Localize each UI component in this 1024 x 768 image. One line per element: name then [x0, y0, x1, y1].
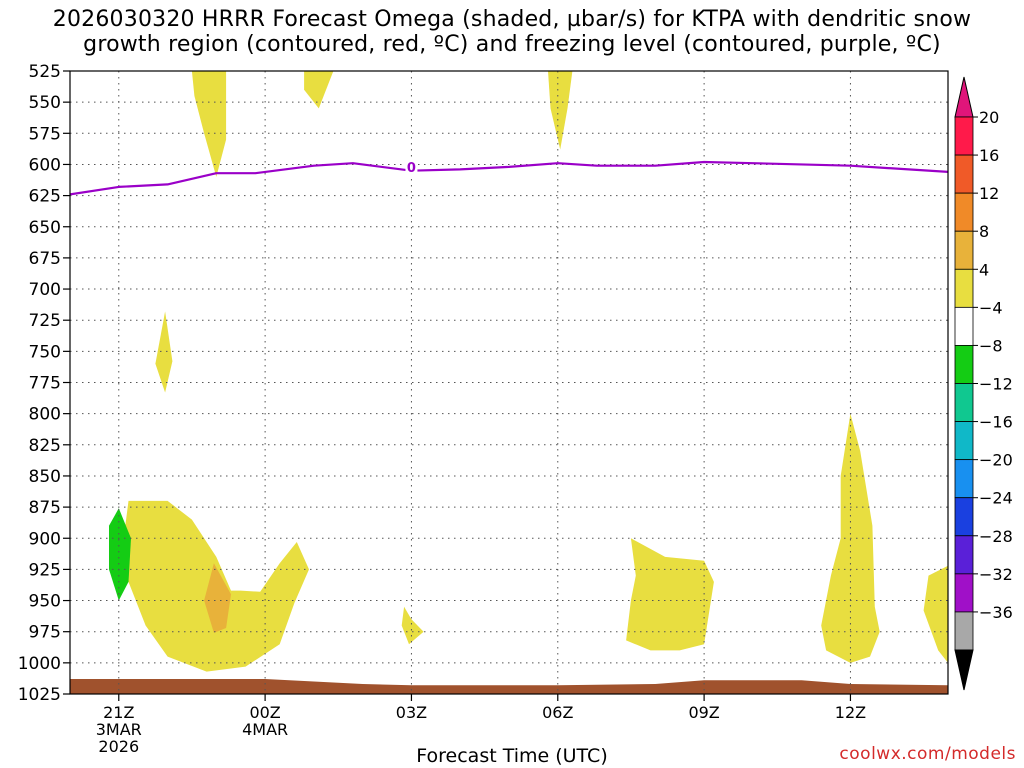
- y-tick-label-575: 575: [29, 124, 61, 144]
- colorbar-top-arrow: [954, 76, 974, 118]
- y-tick-label-775: 775: [29, 374, 61, 394]
- x-tick-label-21Z-1: 21Z: [103, 703, 134, 722]
- colorbar-label-13: −32: [979, 565, 1013, 584]
- omega-region-4: [155, 311, 173, 393]
- colorbar-label-1: 20: [979, 108, 999, 127]
- colorbar-swatch-13: [954, 573, 974, 613]
- y-tick-label-825: 825: [29, 436, 61, 456]
- colorbar-label-2: 16: [979, 146, 999, 165]
- y-tick-label-725: 725: [29, 311, 61, 331]
- y-tick-label-950: 950: [29, 592, 61, 612]
- colorbar-label-6: −4: [979, 298, 1003, 317]
- freezing-level-label-bg: [405, 158, 418, 175]
- x-tick-label-06Z-1: 06Z: [542, 703, 573, 722]
- y-tick-label-900: 900: [29, 529, 61, 549]
- omega-region-6: [204, 563, 231, 633]
- terrain-layer: [70, 679, 948, 694]
- colorbar-swatch-8: [954, 383, 974, 422]
- y-tick-label-1025: 1025: [18, 685, 61, 705]
- omega-region-9: [626, 538, 714, 651]
- colorbar-label-8: −12: [979, 375, 1013, 394]
- colorbar-swatch-11: [954, 497, 974, 537]
- omega-region-8: [401, 606, 424, 645]
- y-tick-label-1000: 1000: [18, 654, 61, 674]
- colorbar-label-3: 12: [979, 184, 999, 203]
- x-tick-label-09Z-1: 09Z: [688, 703, 719, 722]
- colorbar-swatch-1: [954, 116, 974, 156]
- terrain-ground: [70, 679, 948, 694]
- y-tick-label-675: 675: [29, 249, 61, 269]
- y-tick-label-600: 600: [29, 155, 61, 175]
- colorbar-swatch-6: [954, 306, 974, 346]
- y-tick-label-975: 975: [29, 623, 61, 643]
- colorbar-swatch-4: [954, 230, 974, 270]
- colorbar-swatch-7: [954, 345, 974, 384]
- y-tick-label-625: 625: [29, 187, 61, 207]
- colorbar-swatch-10: [954, 459, 974, 499]
- chart-title-line-1: 2026030320 HRRR Forecast Omega (shaded, …: [52, 7, 972, 32]
- freezing-level-contour: 0: [70, 158, 948, 196]
- y-tick-label-850: 850: [29, 467, 61, 487]
- omega-region-3: [548, 71, 573, 150]
- colorbar-label-14: −36: [979, 603, 1013, 622]
- omega-region-2: [304, 71, 334, 109]
- freezing-level-line: [70, 160, 948, 196]
- colorbar-label-4: 8: [979, 222, 989, 241]
- y-axis: 525 550 575 600 625 650 675 700 725 750 775 800 825 8…: [18, 62, 70, 705]
- x-tick-label-03Z-1: 03Z: [396, 703, 427, 722]
- colorbar-swatch-3: [954, 192, 974, 232]
- omega-region-11: [923, 565, 948, 663]
- y-tick-label-875: 875: [29, 498, 61, 518]
- colorbar-label-7: −8: [979, 336, 1003, 355]
- colorbar-swatch-2: [954, 154, 974, 194]
- colorbar-swatch-9: [954, 421, 974, 461]
- y-tick-label-750: 750: [29, 342, 61, 362]
- omega-shaded-regions: [109, 71, 948, 672]
- x-axis-label: Forecast Time (UTC): [416, 745, 608, 767]
- y-tick-label-650: 650: [29, 218, 61, 238]
- chart-title-line-2: growth region (contoured, red, ºC) and f…: [83, 32, 941, 57]
- x-tick-label-21Z-2: 3MAR: [96, 720, 142, 739]
- y-tick-label-550: 550: [29, 93, 61, 113]
- x-tick-label-00Z-1: 00Z: [249, 703, 280, 722]
- source-credit[interactable]: coolwx.com/models: [839, 744, 1016, 764]
- omega-region-1: [191, 71, 227, 177]
- colorbar-label-11: −24: [979, 489, 1013, 508]
- colorbar-label-12: −28: [979, 527, 1013, 546]
- colorbar-swatch-12: [954, 535, 974, 575]
- colorbar: 20 16 12 8 4 −4 −8 −12 −16 −20 −24 −28 −32 −36: [954, 76, 1013, 691]
- colorbar-swatch-5: [954, 268, 974, 308]
- y-tick-label-800: 800: [29, 405, 61, 425]
- colorbar-bottom-arrow: [954, 649, 974, 691]
- x-tick-label-21Z-3: 2026: [98, 737, 139, 756]
- x-tick-label-00Z-2: 4MAR: [242, 720, 288, 739]
- x-tick-label-12Z-1: 12Z: [835, 703, 866, 722]
- colorbar-swatch-14: [954, 611, 974, 651]
- y-tick-label-925: 925: [29, 560, 61, 580]
- colorbar-label-9: −16: [979, 413, 1013, 432]
- colorbar-label-10: −20: [979, 451, 1013, 470]
- freezing-level-label: 0: [407, 161, 416, 176]
- y-tick-label-525: 525: [29, 62, 61, 82]
- y-tick-label-700: 700: [29, 280, 61, 300]
- omega-region-7: [109, 508, 131, 601]
- colorbar-label-5: 4: [979, 260, 989, 279]
